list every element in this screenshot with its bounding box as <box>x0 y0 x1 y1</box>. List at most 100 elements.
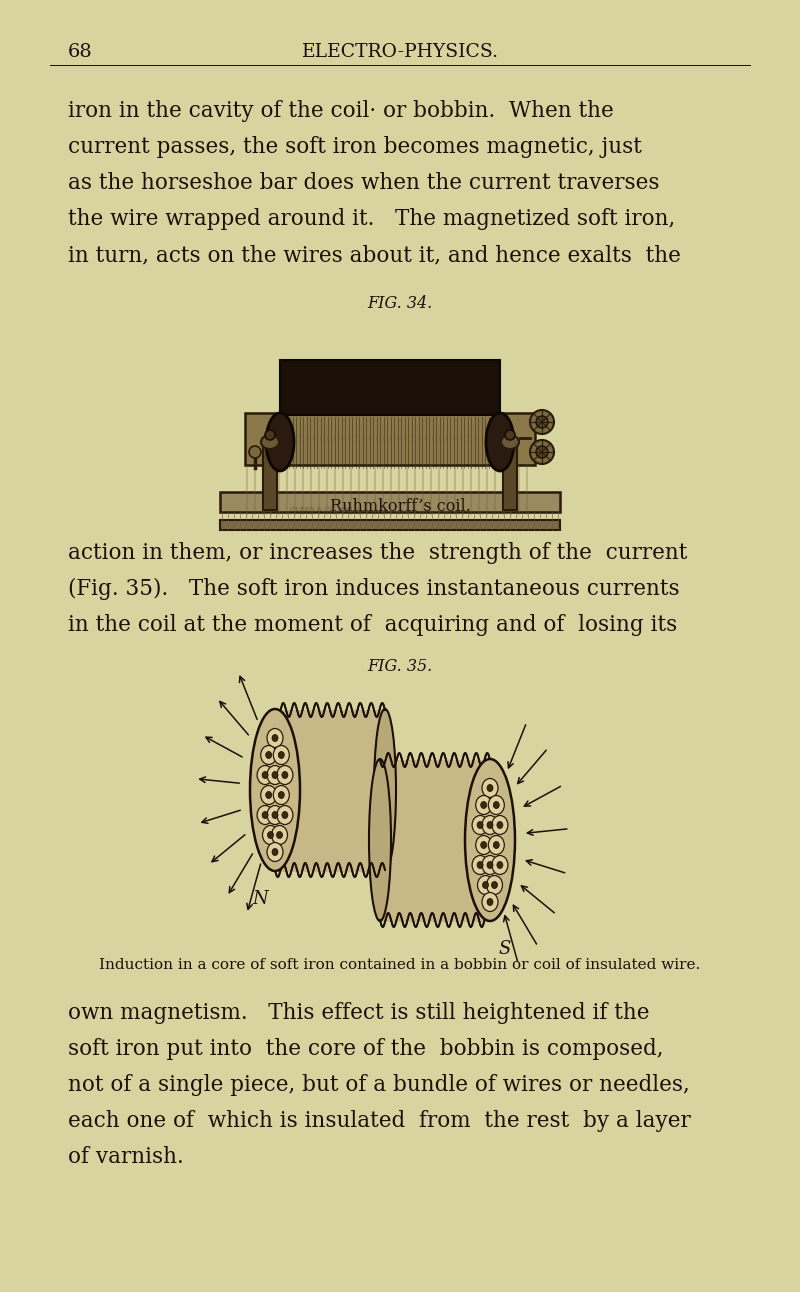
Ellipse shape <box>482 779 498 797</box>
Ellipse shape <box>272 734 278 742</box>
Ellipse shape <box>267 842 283 862</box>
Ellipse shape <box>267 805 283 824</box>
Ellipse shape <box>277 765 293 784</box>
Ellipse shape <box>501 435 519 450</box>
Text: 68: 68 <box>68 43 93 61</box>
Text: as the horseshoe bar does when the current traverses: as the horseshoe bar does when the curre… <box>68 172 659 194</box>
Ellipse shape <box>272 849 278 855</box>
Ellipse shape <box>478 876 494 894</box>
Ellipse shape <box>257 765 273 784</box>
Text: soft iron put into  the core of the  bobbin is composed,: soft iron put into the core of the bobbi… <box>68 1037 663 1059</box>
Text: QUEEN & CO, PHILA.: QUEEN & CO, PHILA. <box>290 506 361 512</box>
Text: N: N <box>252 890 268 908</box>
Ellipse shape <box>262 811 268 819</box>
Ellipse shape <box>266 413 294 472</box>
FancyBboxPatch shape <box>245 413 535 465</box>
Ellipse shape <box>482 893 498 911</box>
Ellipse shape <box>267 832 274 839</box>
Text: in the coil at the moment of  acquiring and of  losing its: in the coil at the moment of acquiring a… <box>68 614 678 636</box>
Ellipse shape <box>491 881 498 889</box>
Ellipse shape <box>262 826 278 845</box>
FancyBboxPatch shape <box>275 711 385 872</box>
Ellipse shape <box>497 862 503 868</box>
Ellipse shape <box>481 841 486 849</box>
FancyBboxPatch shape <box>220 519 560 530</box>
Circle shape <box>536 446 548 457</box>
Text: action in them, or increases the  strength of the  current: action in them, or increases the strengt… <box>68 543 687 565</box>
Ellipse shape <box>266 752 272 758</box>
Ellipse shape <box>482 855 498 875</box>
Text: (Fig. 35).   The soft iron induces instantaneous currents: (Fig. 35). The soft iron induces instant… <box>68 578 680 599</box>
Text: S: S <box>499 941 511 957</box>
Text: own magnetism.   This effect is still heightened if the: own magnetism. This effect is still heig… <box>68 1003 650 1025</box>
Ellipse shape <box>266 792 272 798</box>
Text: FIG. 35.: FIG. 35. <box>367 658 433 674</box>
Ellipse shape <box>487 898 493 906</box>
Ellipse shape <box>261 435 279 450</box>
Text: ELECTRO-PHYSICS.: ELECTRO-PHYSICS. <box>302 43 498 61</box>
Bar <box>263 442 277 510</box>
Ellipse shape <box>257 805 273 824</box>
Ellipse shape <box>261 786 277 805</box>
Text: current passes, the soft iron becomes magnetic, just: current passes, the soft iron becomes ma… <box>68 136 642 158</box>
Ellipse shape <box>278 752 284 758</box>
Text: iron in the cavity of the coil· or bobbin.  When the: iron in the cavity of the coil· or bobbi… <box>68 99 614 121</box>
Text: each one of  which is insulated  from  the rest  by a layer: each one of which is insulated from the … <box>68 1110 690 1132</box>
Ellipse shape <box>488 796 504 814</box>
Text: not of a single piece, but of a bundle of wires or needles,: not of a single piece, but of a bundle o… <box>68 1074 690 1096</box>
Ellipse shape <box>476 836 492 854</box>
FancyBboxPatch shape <box>380 760 490 922</box>
Ellipse shape <box>271 826 287 845</box>
Ellipse shape <box>277 805 293 824</box>
Ellipse shape <box>497 822 503 828</box>
Ellipse shape <box>477 862 483 868</box>
Ellipse shape <box>477 822 483 828</box>
Ellipse shape <box>278 792 284 798</box>
Text: of varnish.: of varnish. <box>68 1146 184 1168</box>
Ellipse shape <box>487 862 493 868</box>
Ellipse shape <box>494 841 499 849</box>
Bar <box>503 442 517 510</box>
Ellipse shape <box>492 815 508 835</box>
Circle shape <box>536 416 548 428</box>
Ellipse shape <box>282 811 288 819</box>
Ellipse shape <box>277 832 282 839</box>
Ellipse shape <box>267 729 283 748</box>
Ellipse shape <box>492 855 508 875</box>
Ellipse shape <box>369 758 391 921</box>
Ellipse shape <box>487 784 493 792</box>
Circle shape <box>265 430 275 441</box>
Circle shape <box>530 441 554 464</box>
Ellipse shape <box>472 815 488 835</box>
Ellipse shape <box>272 771 278 779</box>
Ellipse shape <box>482 815 498 835</box>
Ellipse shape <box>494 801 499 809</box>
Ellipse shape <box>481 801 486 809</box>
Circle shape <box>249 446 261 457</box>
Ellipse shape <box>267 765 283 784</box>
Text: Ruhmkorff’s coil.: Ruhmkorff’s coil. <box>330 497 470 516</box>
Ellipse shape <box>274 745 290 765</box>
FancyBboxPatch shape <box>280 360 500 415</box>
Ellipse shape <box>487 822 493 828</box>
Ellipse shape <box>482 881 489 889</box>
Ellipse shape <box>282 771 288 779</box>
Text: FIG. 34.: FIG. 34. <box>367 295 433 311</box>
Ellipse shape <box>274 786 290 805</box>
Ellipse shape <box>486 876 502 894</box>
Ellipse shape <box>488 836 504 854</box>
FancyBboxPatch shape <box>220 492 560 512</box>
Ellipse shape <box>465 758 515 921</box>
Ellipse shape <box>476 796 492 814</box>
Text: the wire wrapped around it.   The magnetized soft iron,: the wire wrapped around it. The magnetiz… <box>68 208 675 230</box>
Circle shape <box>530 410 554 434</box>
Ellipse shape <box>472 855 488 875</box>
Ellipse shape <box>374 709 396 871</box>
Ellipse shape <box>250 709 300 871</box>
Circle shape <box>505 430 515 441</box>
Ellipse shape <box>486 413 514 472</box>
Text: in turn, acts on the wires about it, and hence exalts  the: in turn, acts on the wires about it, and… <box>68 244 681 266</box>
Text: Induction in a core of soft iron contained in a bobbin or coil of insulated wire: Induction in a core of soft iron contain… <box>99 957 701 972</box>
Ellipse shape <box>261 745 277 765</box>
Ellipse shape <box>272 811 278 819</box>
